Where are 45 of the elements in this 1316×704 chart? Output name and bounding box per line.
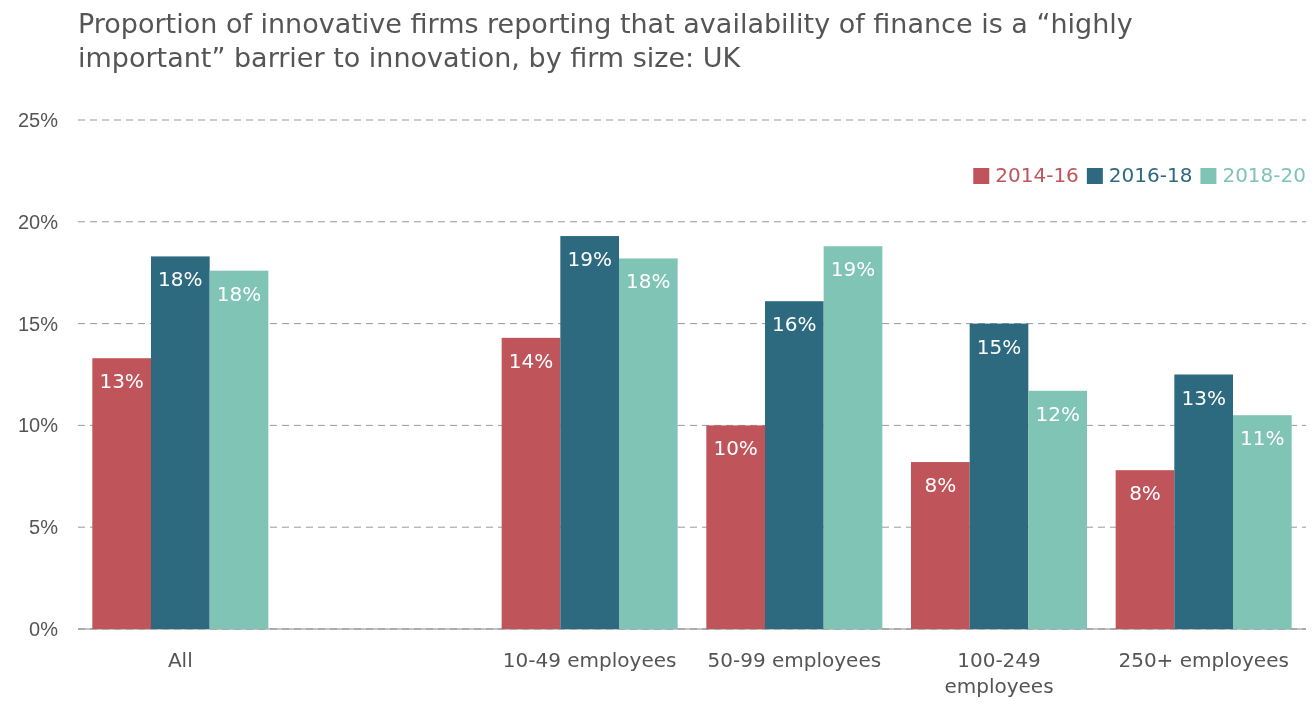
data-label: 19% <box>830 257 876 282</box>
legend-label: 2016-18 <box>1108 163 1193 187</box>
data-label: 19% <box>567 247 612 272</box>
data-label: 16% <box>772 312 817 337</box>
x-tick-label: 50-99 employees <box>707 648 882 672</box>
bar <box>706 425 765 629</box>
y-tick-label: 5% <box>29 516 59 539</box>
bar <box>765 301 824 629</box>
bar <box>969 323 1029 629</box>
data-label: 13% <box>1181 385 1226 410</box>
bar <box>619 258 678 629</box>
bar <box>151 256 210 629</box>
y-tick-label: 25% <box>17 108 59 131</box>
legend-label: 2014-16 <box>995 163 1079 187</box>
x-tick-label: 100-249 employees <box>944 648 1054 698</box>
bar <box>92 358 151 629</box>
y-tick-label: 0% <box>29 617 59 640</box>
data-label: 18% <box>158 267 203 292</box>
data-label: 11% <box>1240 426 1285 451</box>
data-label: 8% <box>924 473 957 498</box>
bar <box>1174 374 1233 629</box>
data-label: 14% <box>508 348 554 373</box>
data-label: 12% <box>1035 401 1080 426</box>
bar <box>1028 390 1088 629</box>
data-label: 18% <box>626 269 671 294</box>
bar <box>560 236 619 629</box>
y-tick-label: 10% <box>17 414 59 437</box>
data-label: 18% <box>216 281 262 306</box>
bar <box>823 246 883 629</box>
legend-label: 2018-20 <box>1222 163 1306 187</box>
bar <box>910 462 970 629</box>
bar <box>1233 415 1292 629</box>
data-label: 13% <box>99 369 144 394</box>
bar <box>1115 470 1175 629</box>
data-label: 8% <box>1129 481 1161 506</box>
x-tick-label: 250+ employees <box>1118 648 1289 672</box>
x-tick-label: All <box>167 648 193 672</box>
data-label: 15% <box>976 334 1022 359</box>
y-tick-label: 20% <box>17 210 59 233</box>
chart-title: Proportion of innovative firms reporting that availability of finance is a “highly important” barrier to innovation, by firm size: UK <box>78 8 1133 73</box>
bar <box>501 337 561 629</box>
bar <box>209 270 269 629</box>
x-tick-label: 10-49 employees <box>502 648 677 672</box>
data-label: 10% <box>713 436 758 461</box>
y-tick-label: 15% <box>17 312 59 335</box>
